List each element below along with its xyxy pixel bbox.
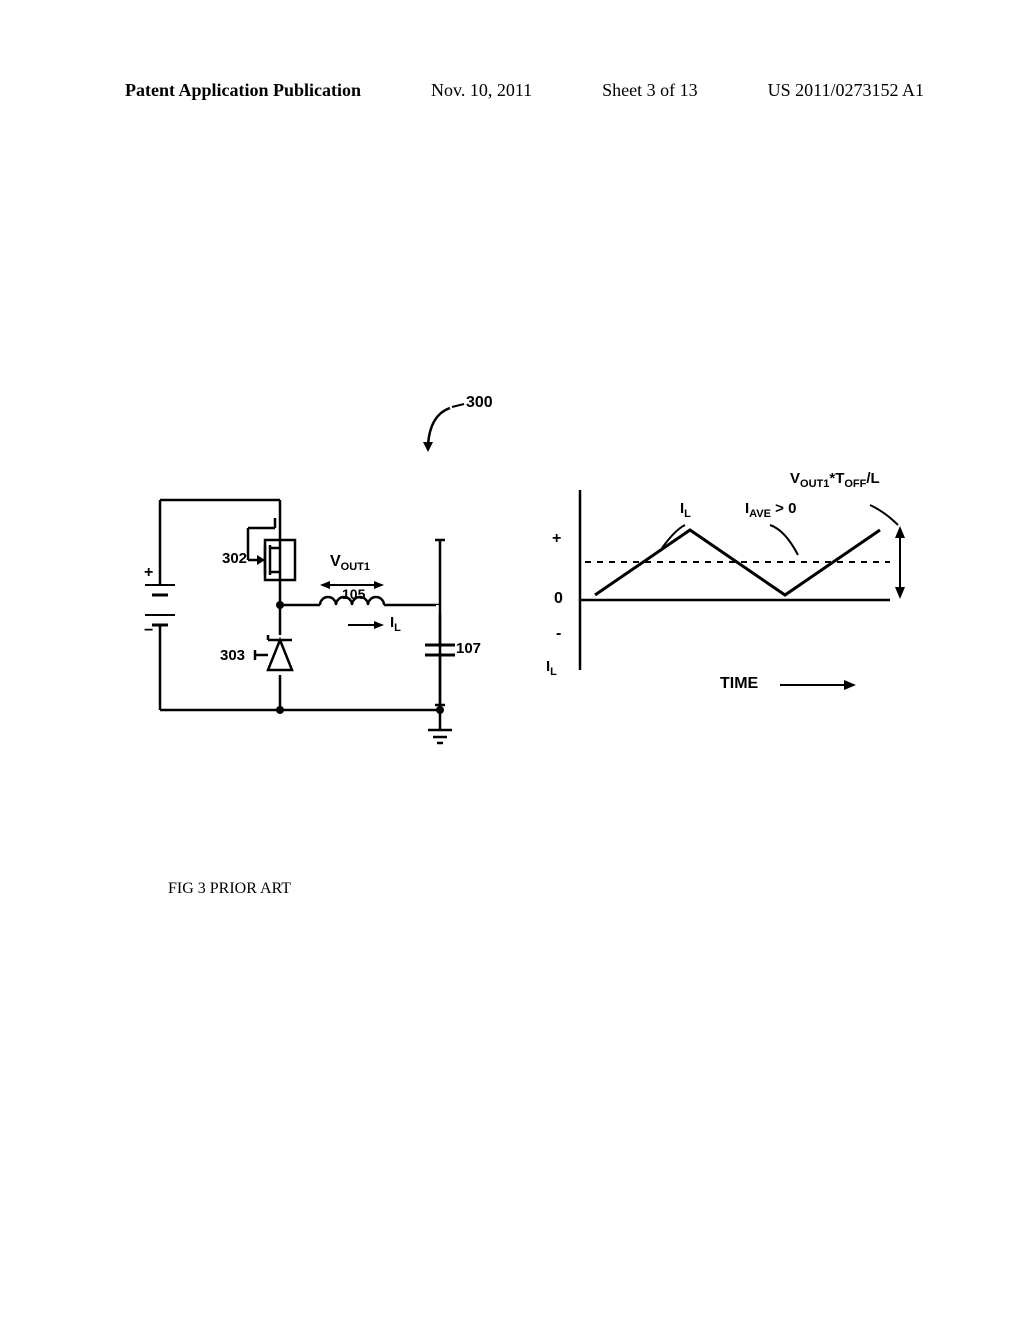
wave-iave: IAVE > 0	[745, 500, 796, 520]
wave-minus: -	[556, 625, 561, 643]
wave-amplitude-label: VOUT1*TOFF/L	[790, 470, 880, 490]
buck-converter-circuit: VOUT1 105 IL 302 303 107 + −	[120, 470, 520, 775]
battery-minus: −	[144, 622, 153, 640]
header-sheet: Sheet 3 of 13	[602, 80, 697, 101]
figure-caption: FIG 3 PRIOR ART	[168, 880, 291, 898]
inductor-current-waveform: + 0 - IL IL IAVE > 0 VOUT1*TOFF/L TIME	[540, 470, 940, 735]
header-publication: Patent Application Publication	[125, 80, 361, 101]
battery-plus: +	[144, 564, 153, 582]
page-header: Patent Application Publication Nov. 10, …	[0, 80, 1024, 101]
label-vout1: VOUT1	[330, 553, 370, 573]
label-303: 303	[220, 647, 245, 664]
wave-plus: +	[552, 530, 561, 548]
label-107: 107	[456, 640, 481, 657]
label-inductor-105: 105	[342, 586, 365, 602]
wave-il: IL	[680, 500, 691, 520]
figure-3: 300	[120, 400, 920, 800]
wave-zero: 0	[554, 590, 563, 608]
wave-time-label: TIME	[720, 675, 758, 693]
label-il: IL	[390, 614, 401, 634]
circuit-svg	[120, 470, 520, 770]
wave-il-y: IL	[546, 658, 557, 678]
label-302: 302	[222, 550, 247, 567]
header-date: Nov. 10, 2011	[431, 80, 532, 101]
ref-arrow-300: 300	[410, 400, 500, 465]
header-docnum: US 2011/0273152 A1	[768, 80, 924, 101]
ref-num-300: 300	[466, 394, 493, 412]
